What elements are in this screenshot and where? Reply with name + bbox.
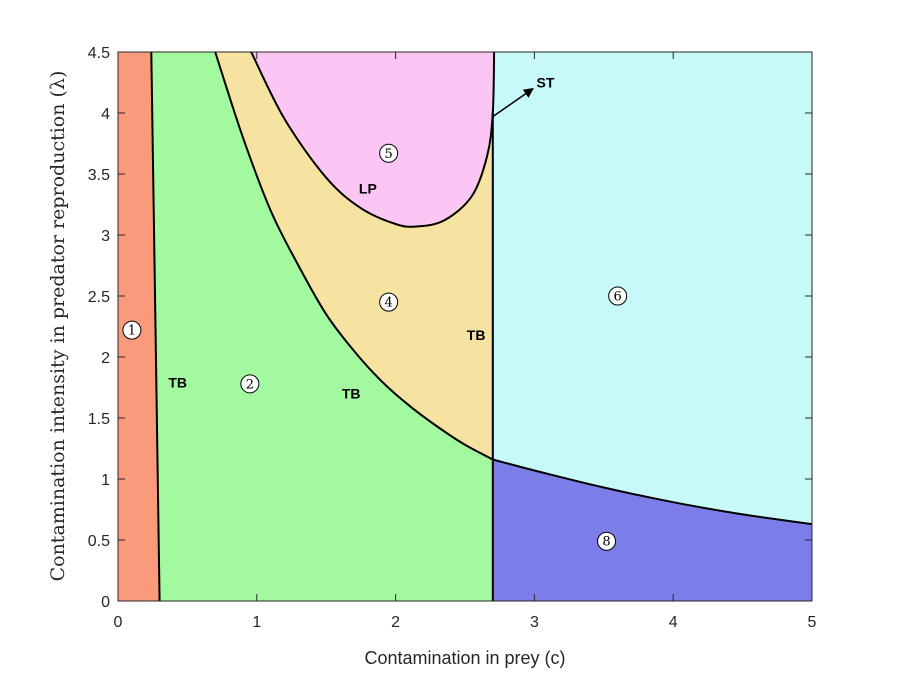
region-marker-label-5: 5 xyxy=(385,147,393,162)
y-tick-label: 3 xyxy=(101,228,110,245)
x-tick-label: 3 xyxy=(530,614,539,631)
region-marker-6 xyxy=(608,286,628,306)
region-marker-8 xyxy=(597,531,617,551)
labels-layer: TB TB TB LP ST 1 2 4 5 6 8 xyxy=(122,75,628,551)
y-tick-label: 2 xyxy=(101,350,110,367)
y-tick-label: 1.5 xyxy=(88,411,110,428)
region-marker-label-4: 4 xyxy=(385,296,393,311)
region-marker-1 xyxy=(122,320,142,340)
y-axis-title: Contamination intensity in predator repr… xyxy=(47,71,69,582)
axes-layer: 0 1 2 3 4 5 0 0.5 1 1.5 2 2.5 3 3.5 4 4.5 xyxy=(88,45,817,631)
y-tick-label: 1 xyxy=(101,472,110,489)
y-tick-label: 4.5 xyxy=(88,45,110,62)
curve-label-lp: LP xyxy=(359,181,377,197)
y-tick-label: 0 xyxy=(101,594,110,611)
y-tick-label: 4 xyxy=(101,106,110,123)
tb-lower-right-curve xyxy=(492,458,813,526)
region-marker-label-2: 2 xyxy=(246,377,254,392)
region-marker-label-8: 8 xyxy=(602,535,610,550)
region-6-area xyxy=(492,52,812,525)
y-tick-label: 2.5 xyxy=(88,289,110,306)
curves-layer xyxy=(150,51,813,602)
x-tick-label: 0 xyxy=(114,614,123,631)
region-5-area xyxy=(251,52,495,227)
tb-left-curve xyxy=(150,51,161,602)
st-arrow xyxy=(492,87,534,118)
region-marker-5 xyxy=(379,143,399,163)
y-tick-label: 0.5 xyxy=(88,533,110,550)
curve-label-tb: TB xyxy=(168,375,187,391)
tb-middle-curve xyxy=(214,51,494,461)
x-axis-title: Contamination in prey (c) xyxy=(364,648,565,668)
regions-layer xyxy=(118,52,812,601)
curve-label-tb: TB xyxy=(342,386,361,402)
x-tick-label: 1 xyxy=(252,614,261,631)
region-4-area xyxy=(215,52,493,460)
region-marker-2 xyxy=(240,374,260,394)
y-tick-label: 3.5 xyxy=(88,167,110,184)
x-tick-label: 5 xyxy=(808,614,817,631)
plot-frame xyxy=(117,51,813,602)
x-tick-label: 2 xyxy=(391,614,400,631)
curve-label-tb: TB xyxy=(467,327,486,343)
region-marker-4 xyxy=(379,292,399,312)
region-marker-label-1: 1 xyxy=(128,324,136,339)
curve-label-st: ST xyxy=(537,75,555,91)
region-2-area xyxy=(151,52,493,601)
region-8-area xyxy=(492,459,812,601)
region-marker-label-6: 6 xyxy=(614,290,622,305)
x-tick-label: 4 xyxy=(669,614,678,631)
lp-curve xyxy=(250,51,496,228)
